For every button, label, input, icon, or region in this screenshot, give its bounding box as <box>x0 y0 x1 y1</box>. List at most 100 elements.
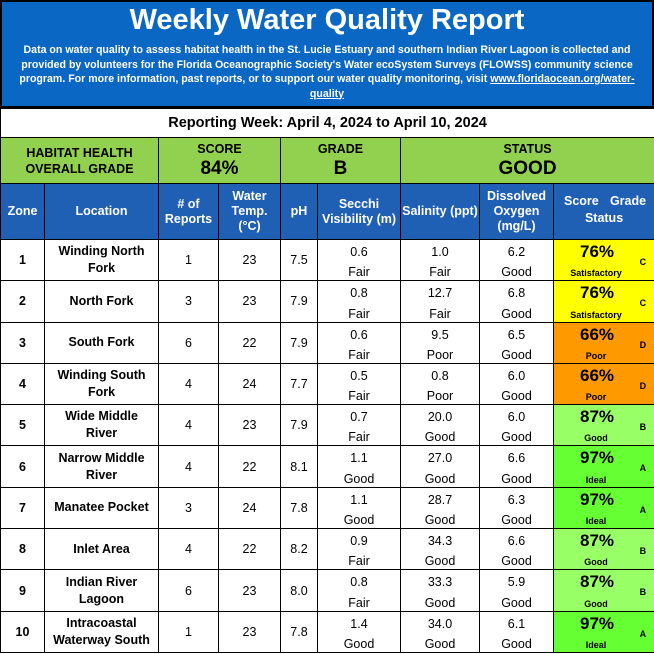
score-grade-status-cell: 97% A Ideal <box>552 486 654 530</box>
secchi-cell-rating: Fair <box>348 306 370 321</box>
status-value: Good <box>584 557 608 568</box>
table-row: 9 Indian River Lagoon 6 23 8.0 0.8 Fair 33.3 Goo… <box>0 569 654 612</box>
salinity-cell-rating: Poor <box>426 389 454 404</box>
oxygen-cell-rating: Good <box>501 306 532 321</box>
col-score-grade-status: Score Grade Status <box>552 183 654 240</box>
oxygen-cell-value: 6.6 <box>507 451 526 466</box>
score-grade-status-cell: 97% A Ideal <box>552 445 654 488</box>
zone-cell: 8 <box>0 528 45 571</box>
table-row: 3 South Fork 6 22 7.9 0.6 Fair 9.5 Poor 6.5 Good 66… <box>0 321 654 364</box>
salinity-cell-rating: Fair <box>429 306 451 321</box>
reporting-week: Reporting Week: April 4, 2024 to April 1… <box>0 108 654 138</box>
overall-label-line2: OVERALL GRADE <box>25 161 134 176</box>
grade-value: C <box>639 298 647 309</box>
salinity-cell: 9.5 Poor <box>400 321 480 364</box>
location-cell: North Fork <box>44 280 159 323</box>
salinity-cell: 20.0 Good <box>400 404 480 447</box>
salinity-cell-value: 0.8 <box>431 368 449 383</box>
status-value: Ideal <box>585 474 607 485</box>
salinity-cell: 1.0 Fair <box>400 238 480 282</box>
secchi-cell-value: 0.8 <box>350 575 368 590</box>
secchi-cell-rating: Fair <box>348 389 370 404</box>
score-grade-status-cell: 87% B Good <box>552 528 654 571</box>
reports-cell: 1 <box>158 610 219 653</box>
location-cell: Winding North Fork <box>44 238 159 282</box>
score-grade-status-cell: 76% C Satisfactory <box>552 238 654 282</box>
temp-cell: 22 <box>218 321 281 364</box>
score-value: 97% <box>580 448 615 468</box>
salinity-cell-rating: Good <box>424 513 456 528</box>
salinity-cell: 33.3 Good <box>400 569 480 612</box>
status-value: Poor <box>585 392 607 403</box>
overall-grade-label: HABITAT HEALTH OVERALL GRADE <box>0 137 159 184</box>
status-value: Ideal <box>585 516 607 527</box>
oxygen-cell: 6.6 Good <box>479 445 554 488</box>
reports-cell: 3 <box>158 280 219 323</box>
oxygen-cell-rating: Good <box>501 347 532 362</box>
zone-cell: 1 <box>0 238 45 282</box>
report-description: Data on water quality to assess habitat … <box>2 37 652 101</box>
score-value: 66% <box>580 365 615 385</box>
salinity-cell: 0.8 Poor <box>400 362 480 406</box>
zone-cell: 6 <box>0 445 45 488</box>
grade-value: C <box>639 257 647 267</box>
oxygen-cell: 6.0 Good <box>479 404 554 447</box>
grade-value: A <box>639 628 647 639</box>
salinity-cell: 34.3 Good <box>400 528 480 571</box>
overall-score: 84% <box>200 157 239 179</box>
salinity-cell-rating: Poor <box>426 347 454 362</box>
overall-grade-cell: GRADE B <box>280 137 401 184</box>
salinity-cell-rating: Good <box>424 554 456 569</box>
secchi-cell: 0.8 Fair <box>317 569 401 612</box>
score-value: 87% <box>580 407 615 427</box>
secchi-cell-value: 0.9 <box>350 534 368 549</box>
temp-cell: 23 <box>218 569 281 612</box>
score-value: 97% <box>580 489 615 509</box>
oxygen-cell-value: 6.0 <box>507 368 526 383</box>
overall-score-cell: SCORE 84% <box>158 137 281 184</box>
ph-cell: 8.0 <box>280 569 318 612</box>
temp-cell: 23 <box>218 238 281 282</box>
report-header: Weekly Water Quality Report Data on wate… <box>0 0 654 108</box>
website-link[interactable]: www.floridaocean.org/water-quality <box>309 73 635 100</box>
oxygen-cell-value: 6.0 <box>507 410 526 425</box>
col-secchi: Secchi Visibility (m) <box>317 183 401 240</box>
col-salinity: Salinity (ppt) <box>400 183 480 240</box>
table-row: 2 North Fork 3 23 7.9 0.8 Fair 12.7 Fair 6.8 Good 7… <box>0 280 654 323</box>
salinity-cell-value: 1.0 <box>431 245 449 259</box>
salinity-cell-value: 28.7 <box>427 492 453 507</box>
zone-cell: 3 <box>0 321 45 364</box>
col-reports: # of Reports <box>158 183 219 240</box>
status-value: Good <box>584 433 608 444</box>
reports-cell: 4 <box>158 362 219 406</box>
col-temp: Water Temp. (°C) <box>218 183 281 240</box>
oxygen-cell: 6.5 Good <box>479 321 554 364</box>
score-value: 66% <box>580 324 615 344</box>
table-row: 7 Manatee Pocket 3 24 7.8 1.1 Good 28.7 Good 6.3 G… <box>0 486 654 530</box>
grade-label: GRADE <box>317 141 364 156</box>
temp-cell: 23 <box>218 280 281 323</box>
secchi-cell-rating: Good <box>343 513 375 528</box>
ph-cell: 7.7 <box>280 362 318 406</box>
score-grade-status-cell: 87% B Good <box>552 569 654 612</box>
status-value: Satisfactory <box>570 268 622 279</box>
reports-cell: 1 <box>158 238 219 282</box>
oxygen-cell-value: 6.1 <box>507 616 526 631</box>
temp-cell: 22 <box>218 445 281 488</box>
overall-grade-row: HABITAT HEALTH OVERALL GRADE SCORE 84% G… <box>0 137 654 184</box>
grade-value: A <box>639 504 647 515</box>
location-cell: Intracoastal Waterway South <box>44 610 159 653</box>
oxygen-cell: 6.2 Good <box>479 238 554 282</box>
ph-cell: 7.9 <box>280 404 318 447</box>
grade-value: B <box>639 422 647 433</box>
secchi-cell-value: 1.1 <box>350 492 368 507</box>
score-label: SCORE <box>197 141 242 156</box>
zone-cell: 2 <box>0 280 45 323</box>
score-value: 76% <box>580 283 615 303</box>
oxygen-cell-value: 6.6 <box>507 534 526 549</box>
oxygen-cell: 6.6 Good <box>479 528 554 571</box>
location-cell: Wide Middle River <box>44 404 159 447</box>
status-value: Satisfactory <box>570 309 622 320</box>
score-value: 97% <box>580 613 615 633</box>
